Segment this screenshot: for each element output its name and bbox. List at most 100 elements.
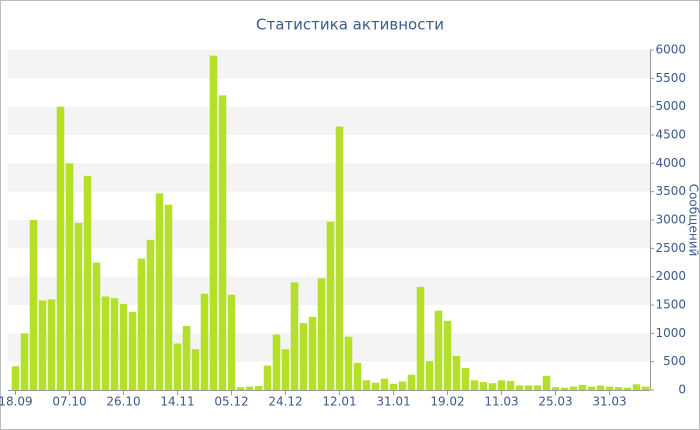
x-tick-label: 24.12	[268, 395, 302, 409]
grid-band	[8, 163, 650, 192]
x-tick-label: 07.10	[52, 395, 86, 409]
x-tick-label: 31.03	[592, 395, 626, 409]
bar	[587, 386, 596, 390]
bar	[632, 384, 641, 390]
bar	[11, 366, 20, 390]
y-tick-label: 5500	[655, 71, 686, 85]
bar	[371, 382, 380, 390]
bar	[425, 361, 434, 390]
bar	[47, 299, 56, 390]
bar	[533, 385, 542, 390]
bar	[38, 300, 47, 390]
bar	[506, 380, 515, 390]
bar	[353, 362, 362, 390]
bar	[110, 298, 119, 390]
bar	[317, 278, 326, 390]
y-tick-label: 2000	[655, 269, 686, 283]
bar	[128, 311, 137, 390]
bar	[641, 386, 650, 390]
x-tick-label: 05.12	[214, 395, 248, 409]
bar	[119, 303, 128, 390]
x-tick-label: 18.09	[0, 395, 33, 409]
y-tick-label: 500	[663, 354, 686, 368]
x-tick-label: 25.03	[538, 395, 572, 409]
x-tick-label: 31.01	[376, 395, 410, 409]
bar	[20, 333, 29, 390]
bar	[281, 349, 290, 390]
grid-band	[8, 106, 650, 135]
bar	[173, 343, 182, 390]
bar	[623, 387, 632, 390]
y-tick-label: 1000	[655, 326, 686, 340]
y-tick-label: 3000	[655, 213, 686, 227]
bar	[497, 380, 506, 390]
bar	[389, 383, 398, 390]
bar	[470, 380, 479, 390]
bar	[461, 367, 470, 390]
bar	[614, 387, 623, 390]
bar	[191, 349, 200, 390]
y-axis-label: Сообщений	[687, 184, 700, 257]
bar	[272, 334, 281, 390]
bar	[488, 383, 497, 390]
bar	[227, 294, 236, 390]
bar	[308, 316, 317, 390]
chart-title: Статистика активности	[256, 16, 444, 34]
bar	[263, 365, 272, 390]
bar	[524, 385, 533, 390]
bar	[65, 163, 74, 390]
y-tick-label: 0	[678, 383, 686, 397]
bar	[326, 221, 335, 390]
bar	[443, 320, 452, 390]
bar	[344, 336, 353, 390]
bar	[515, 385, 524, 390]
bar	[335, 126, 344, 390]
bar	[182, 325, 191, 390]
bar	[605, 386, 614, 390]
bar	[137, 258, 146, 390]
bar	[380, 378, 389, 390]
x-tick-label: 14.11	[160, 395, 194, 409]
y-tick-label: 2500	[655, 241, 686, 255]
y-tick-label: 3500	[655, 184, 686, 198]
y-tick-label: 4500	[655, 128, 686, 142]
bar	[200, 293, 209, 390]
x-tick-label: 19.02	[430, 395, 464, 409]
bar	[254, 386, 263, 390]
bar	[245, 386, 254, 390]
y-tick-label: 6000	[655, 43, 686, 57]
bar	[74, 222, 83, 390]
bar	[29, 220, 38, 390]
x-tick-label: 11.03	[484, 395, 518, 409]
bar	[398, 381, 407, 390]
bar	[569, 386, 578, 390]
y-tick-label: 5000	[655, 99, 686, 113]
bar	[209, 55, 218, 391]
bar	[83, 175, 92, 390]
bar	[218, 95, 227, 390]
bar	[92, 262, 101, 390]
y-tick-label: 4000	[655, 156, 686, 170]
bar	[146, 239, 155, 390]
bar	[56, 106, 65, 391]
bar	[236, 387, 245, 390]
bar	[434, 310, 443, 390]
bar	[479, 382, 488, 390]
bar	[560, 387, 569, 390]
bar	[596, 385, 605, 390]
bar	[407, 374, 416, 390]
bar	[452, 356, 461, 390]
grid-band	[8, 50, 650, 79]
bar	[551, 387, 560, 390]
bar	[578, 384, 587, 390]
bar	[362, 380, 371, 390]
bar	[164, 204, 173, 390]
bar	[416, 286, 425, 390]
bar	[101, 296, 110, 390]
bar	[542, 375, 551, 390]
y-tick-label: 1500	[655, 298, 686, 312]
bar	[155, 193, 164, 390]
x-tick-label: 12.01	[322, 395, 356, 409]
x-tick-label: 26.10	[106, 395, 140, 409]
